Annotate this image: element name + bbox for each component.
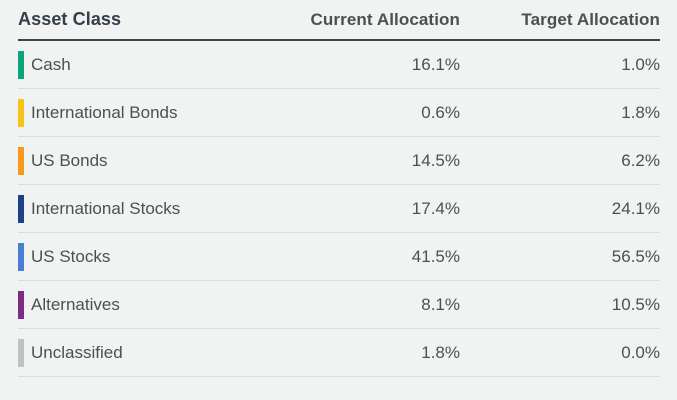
current-allocation-value: 14.5% (411, 150, 460, 170)
table-row: US Stocks 41.5% 56.5% (18, 233, 660, 281)
target-allocation-value: 24.1% (611, 198, 660, 218)
target-allocation-value: 1.8% (621, 102, 660, 122)
asset-color-swatch (18, 146, 24, 175)
current-allocation-value: 41.5% (411, 246, 460, 266)
asset-color-swatch (18, 290, 24, 319)
current-allocation-value: 1.8% (421, 342, 460, 362)
asset-class-label: US Bonds (31, 150, 108, 170)
target-allocation-value: 6.2% (621, 150, 660, 170)
table-row: International Stocks 17.4% 24.1% (18, 185, 660, 233)
table-row: Cash 16.1% 1.0% (18, 41, 660, 89)
asset-class-label: US Stocks (31, 246, 111, 266)
current-allocation-value: 17.4% (411, 198, 460, 218)
asset-class-label: International Bonds (31, 102, 178, 122)
asset-class-label: Cash (31, 54, 71, 74)
table-row: Alternatives 8.1% 10.5% (18, 281, 660, 329)
target-allocation-value: 10.5% (611, 294, 660, 314)
asset-color-swatch (18, 98, 24, 127)
asset-color-swatch (18, 50, 24, 79)
asset-color-swatch (18, 194, 24, 223)
asset-class-label: Unclassified (31, 342, 123, 362)
current-allocation-value: 0.6% (421, 102, 460, 122)
target-allocation-value: 0.0% (621, 342, 660, 362)
current-allocation-value: 8.1% (421, 294, 460, 314)
column-header-current-allocation: Current Allocation (310, 10, 460, 29)
table-row: Unclassified 1.8% 0.0% (18, 329, 660, 377)
asset-color-swatch (18, 242, 24, 271)
table-header-row: Asset Class Current Allocation Target Al… (18, 0, 660, 41)
asset-class-label: Alternatives (31, 294, 120, 314)
asset-class-label: International Stocks (31, 198, 181, 218)
target-allocation-value: 1.0% (621, 54, 660, 74)
table-row: US Bonds 14.5% 6.2% (18, 137, 660, 185)
asset-allocation-table: Asset Class Current Allocation Target Al… (18, 0, 660, 377)
asset-color-swatch (18, 338, 24, 367)
current-allocation-value: 16.1% (411, 54, 460, 74)
column-header-asset-class: Asset Class (18, 9, 122, 29)
target-allocation-value: 56.5% (611, 246, 660, 266)
column-header-target-allocation: Target Allocation (521, 10, 660, 29)
table-row: International Bonds 0.6% 1.8% (18, 89, 660, 137)
